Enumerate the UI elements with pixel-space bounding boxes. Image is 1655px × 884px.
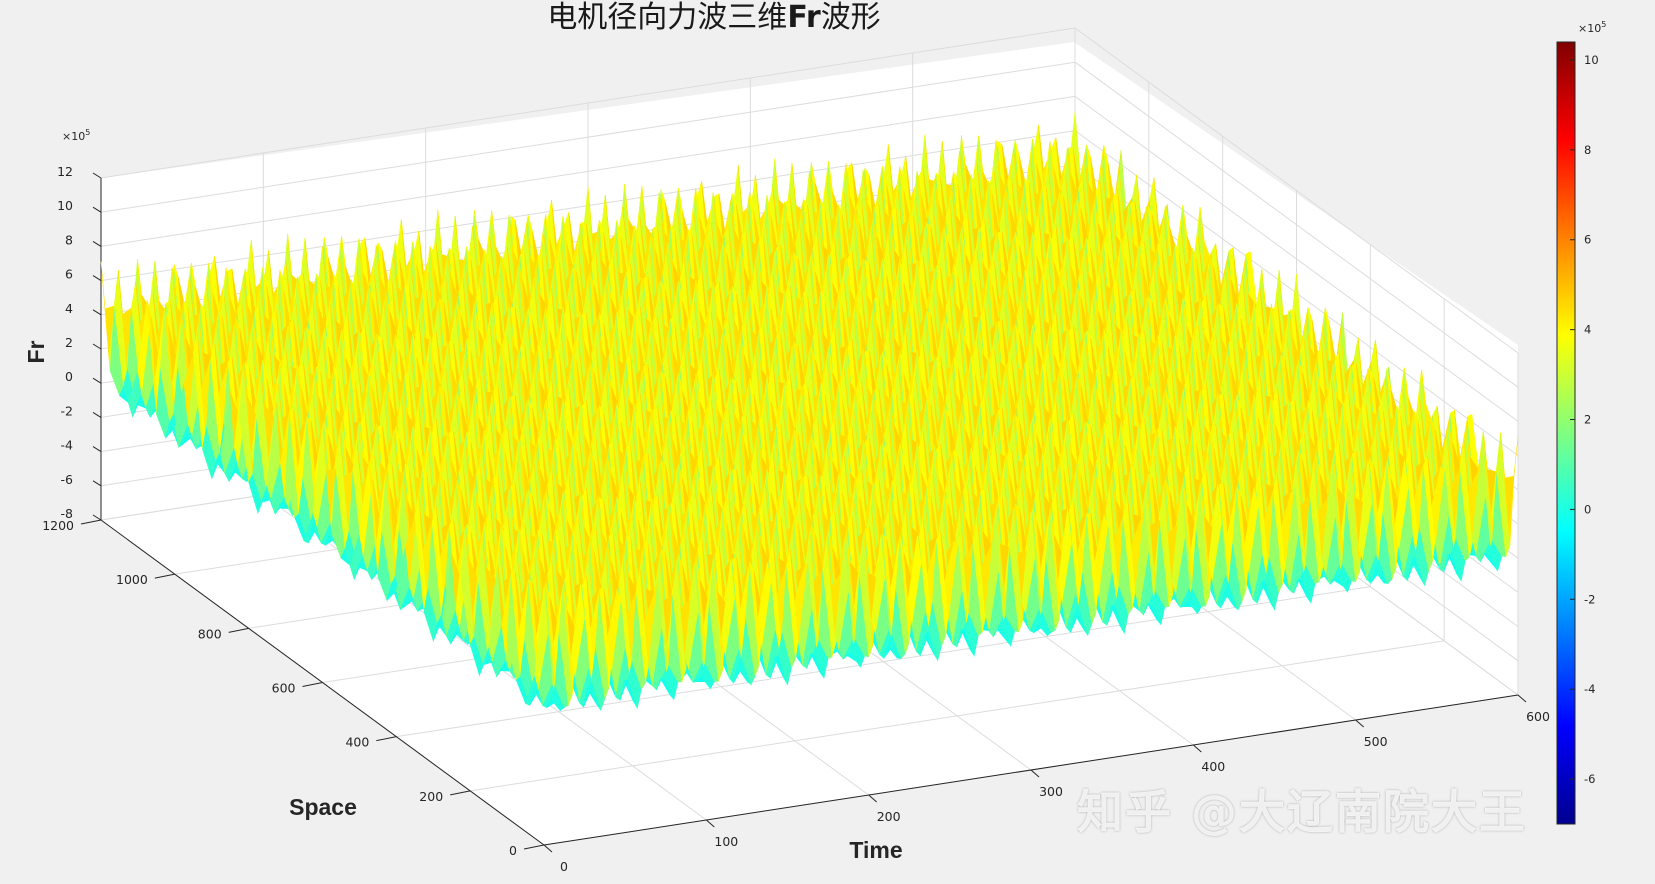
grid-line-back-z: [100, 61, 1076, 213]
surface-plot: [100, 111, 1519, 712]
grid-line-side-z: [1074, 61, 1519, 388]
grid-line-back-z: [100, 95, 1076, 247]
grid-line-side-z: [1074, 27, 1519, 354]
grid-line-floor-y: [470, 640, 1445, 792]
grid-line-floor-y: [396, 586, 1371, 738]
grid-line-back-z: [100, 27, 1076, 179]
grid-line-side-z: [1074, 95, 1519, 422]
